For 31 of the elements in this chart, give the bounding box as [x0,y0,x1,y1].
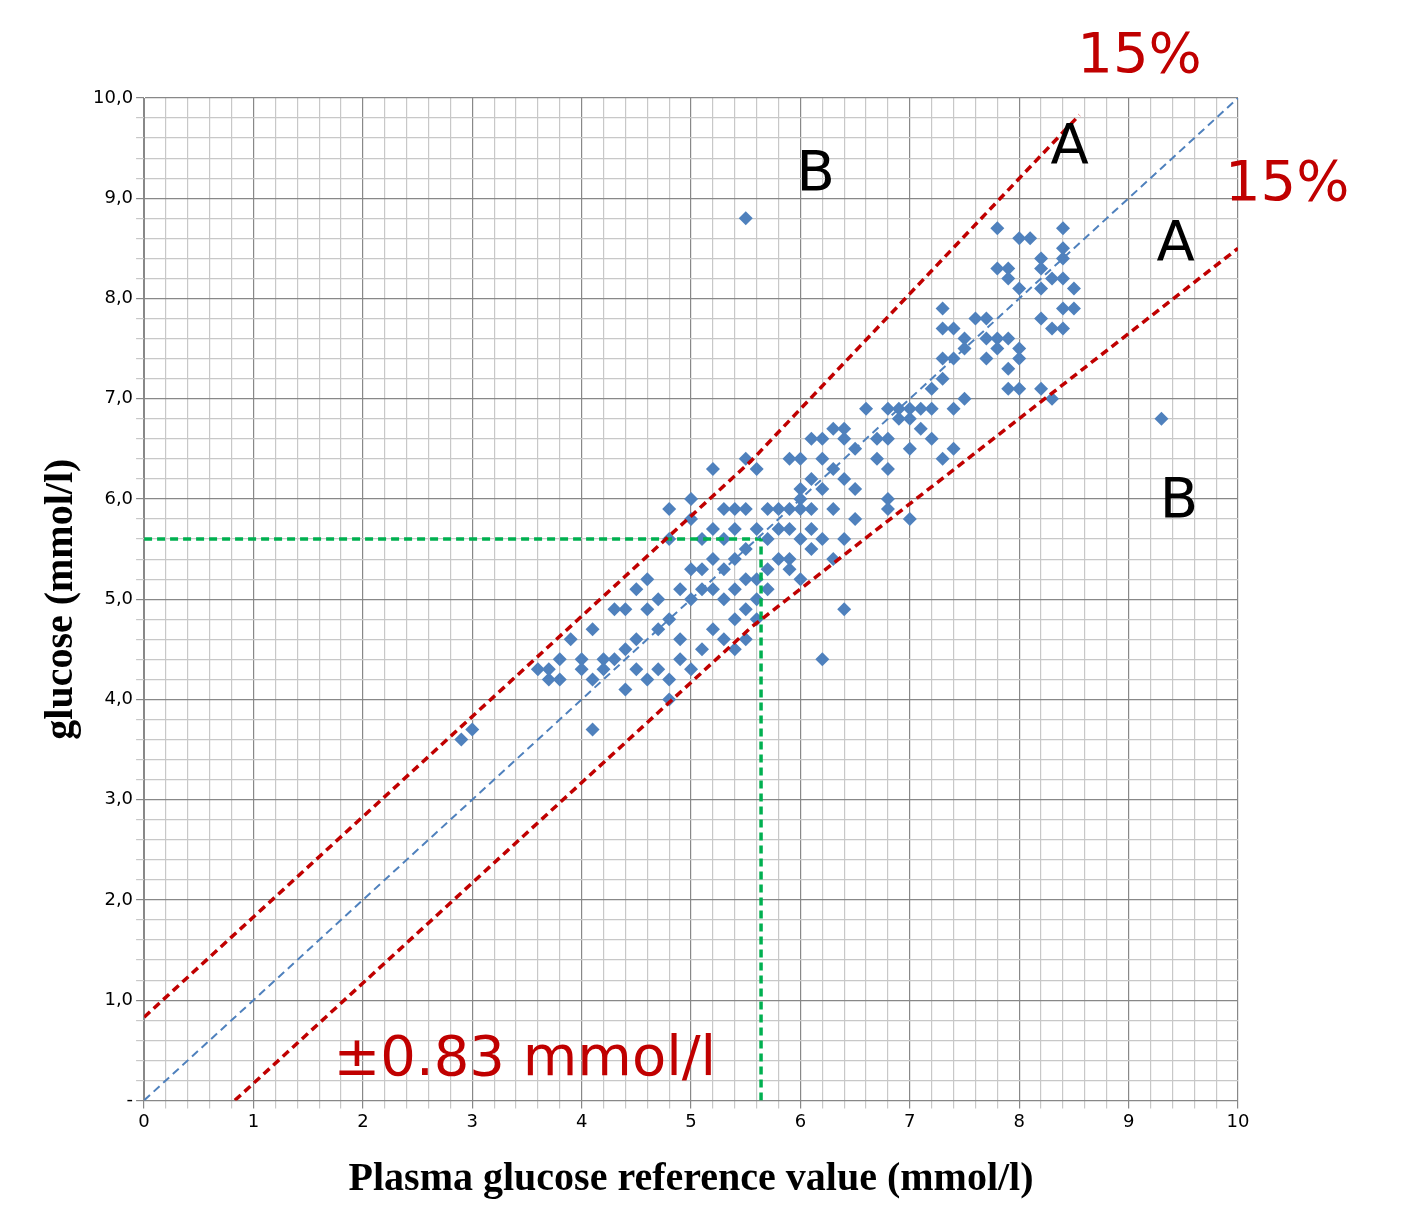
x-axis-title: Plasma glucose reference value (mmol/l) [348,1154,1034,1200]
x-tick-label: 4 [575,1109,588,1131]
x-tick-label: 0 [138,1109,150,1131]
y-tick-label: 6,0 [104,486,134,508]
y-tick-label: 2,0 [104,887,134,909]
x-tick-label: 6 [794,1109,807,1131]
y-tick-label: 8,0 [104,286,134,308]
y-tick-label: 3,0 [104,787,134,809]
y-tick-label: 9,0 [104,185,134,207]
annotation: A [1050,110,1089,176]
x-tick-label: 9 [1122,1109,1135,1131]
x-tick-label: 1 [247,1109,260,1131]
y-tick-label: 7,0 [104,386,134,408]
x-tick-label: 3 [466,1109,478,1131]
annotation: A [1156,207,1195,273]
annotation: B [1159,464,1199,530]
y-tick-label: 10,0 [93,85,134,107]
x-tick-label: 2 [357,1109,369,1131]
x-tick-label: 5 [685,1109,697,1131]
y-tick-label: 4,0 [104,687,134,709]
y-tick-label: 5,0 [104,586,134,608]
y-tick-label: - [126,1088,134,1110]
text: 15% [1077,20,1202,86]
x-tick-label: 7 [904,1109,916,1131]
x-tick-label: 8 [1013,1109,1025,1131]
annotation: 15% [1224,147,1350,213]
annotation: B [796,137,835,203]
x-tick-label: 10 [1226,1109,1250,1131]
y-tick-label: 1,0 [104,987,134,1009]
annotation: ±0.83 mmol/l [333,1022,717,1088]
y-axis-title: glucose (mmol/l) [36,458,82,740]
